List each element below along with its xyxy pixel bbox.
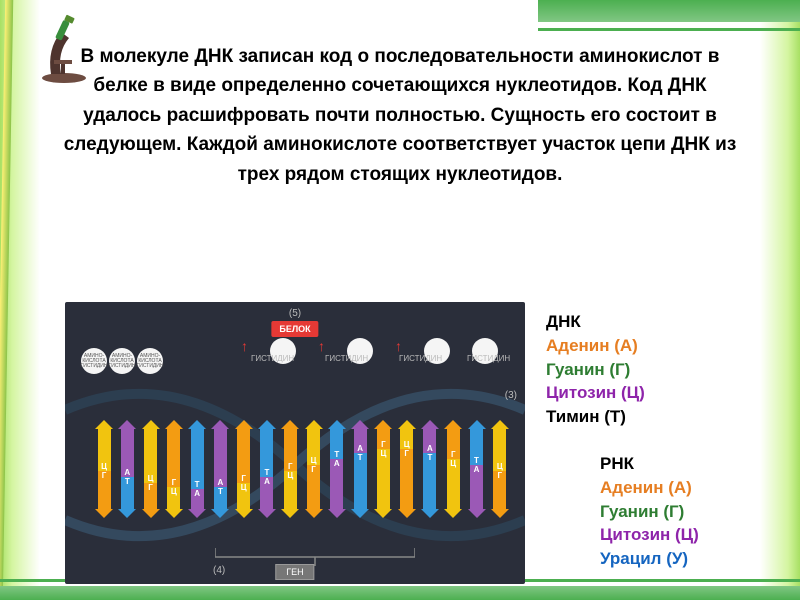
amino-hex: АМИНО- КИСЛОТА ГИСТИДИН (81, 348, 107, 374)
dna-legend: ДНК Аденин (А) Гуанин (Г) Цитозин (Ц) Ти… (546, 310, 645, 429)
nucleotide-pair: ЦГ (400, 420, 414, 518)
main-paragraph: В молекуле ДНК записан код о последовате… (60, 42, 740, 189)
amino-hex: АМИНО- КИСЛОТА ГИСТИДИН (137, 348, 163, 374)
rna-legend-title: РНК (600, 452, 699, 476)
dna-diagram: (5) БЕЛОК АМИНО- КИСЛОТА ГИСТИДИН АМИНО-… (65, 302, 525, 584)
rna-legend-uracil: Урацил (У) (600, 547, 699, 571)
dna-legend-adenine: Аденин (А) (546, 334, 645, 358)
nucleotide-pair: ЦГ (144, 420, 158, 518)
bottom-bar (0, 586, 800, 600)
amino-row-left: АМИНО- КИСЛОТА ГИСТИДИН АМИНО- КИСЛОТА Г… (81, 348, 163, 374)
nucleotide-pair: АТ (353, 420, 367, 518)
top-bar (538, 0, 800, 22)
histidine-label: ГИСТИДИН (399, 354, 442, 363)
arrow-up-icon: ↑ (318, 338, 325, 364)
gene-bracket (215, 548, 415, 566)
gene-label: ГЕН (275, 564, 314, 580)
nucleotide-pair: ЦГ (493, 420, 507, 518)
protein-box: БЕЛОК (271, 321, 318, 337)
dna-legend-guanine: Гуанин (Г) (546, 358, 645, 382)
nucleotide-pair: АТ (423, 420, 437, 518)
label-4: (4) (213, 565, 225, 576)
nucleotide-pair: ТА (330, 420, 344, 518)
dna-legend-cytosine: Цитозин (Ц) (546, 381, 645, 405)
nucleotide-pair: ГЦ (167, 420, 181, 518)
nucleotide-pair: ГЦ (446, 420, 460, 518)
nucleotide-pair: ЦГ (97, 420, 111, 518)
nucleotide-pair: ТА (190, 420, 204, 518)
nucleotide-pair: ГЦ (283, 420, 297, 518)
arrow-up-icon: ↑ (241, 338, 248, 364)
nucleotide-pair: ЦГ (307, 420, 321, 518)
nucleotide-bars: ЦГАТЦГГЦТААТГЦТАГЦЦГТААТГЦЦГАТГЦТАЦГ (97, 394, 507, 544)
histidine-label: ГИСТИДИН (325, 354, 368, 363)
nucleotide-pair: ГЦ (237, 420, 251, 518)
label-5: (5) (289, 308, 301, 319)
histidine-label: ГИСТИДИН (251, 354, 294, 363)
nucleotide-pair: АТ (213, 420, 227, 518)
histidine-label: ГИСТИДИН (467, 354, 510, 363)
nucleotide-pair: ГЦ (376, 420, 390, 518)
nucleotide-pair: АТ (120, 420, 134, 518)
rna-legend-adenine: Аденин (А) (600, 476, 699, 500)
nucleotide-pair: ТА (260, 420, 274, 518)
rna-legend-cytosine: Цитозин (Ц) (600, 523, 699, 547)
nucleotide-pair: ТА (470, 420, 484, 518)
rna-legend: РНК Аденин (А) Гуанин (Г) Цитозин (Ц) Ур… (600, 452, 699, 571)
label-3: (3) (505, 390, 517, 401)
rna-legend-guanine: Гуанин (Г) (600, 500, 699, 524)
protein-label: (5) БЕЛОК (271, 308, 318, 337)
dna-legend-title: ДНК (546, 310, 645, 334)
bg-right (760, 0, 800, 600)
dna-legend-thymine: Тимин (Т) (546, 405, 645, 429)
top-line (538, 28, 800, 31)
amino-hex: АМИНО- КИСЛОТА ГИСТИДИН (109, 348, 135, 374)
